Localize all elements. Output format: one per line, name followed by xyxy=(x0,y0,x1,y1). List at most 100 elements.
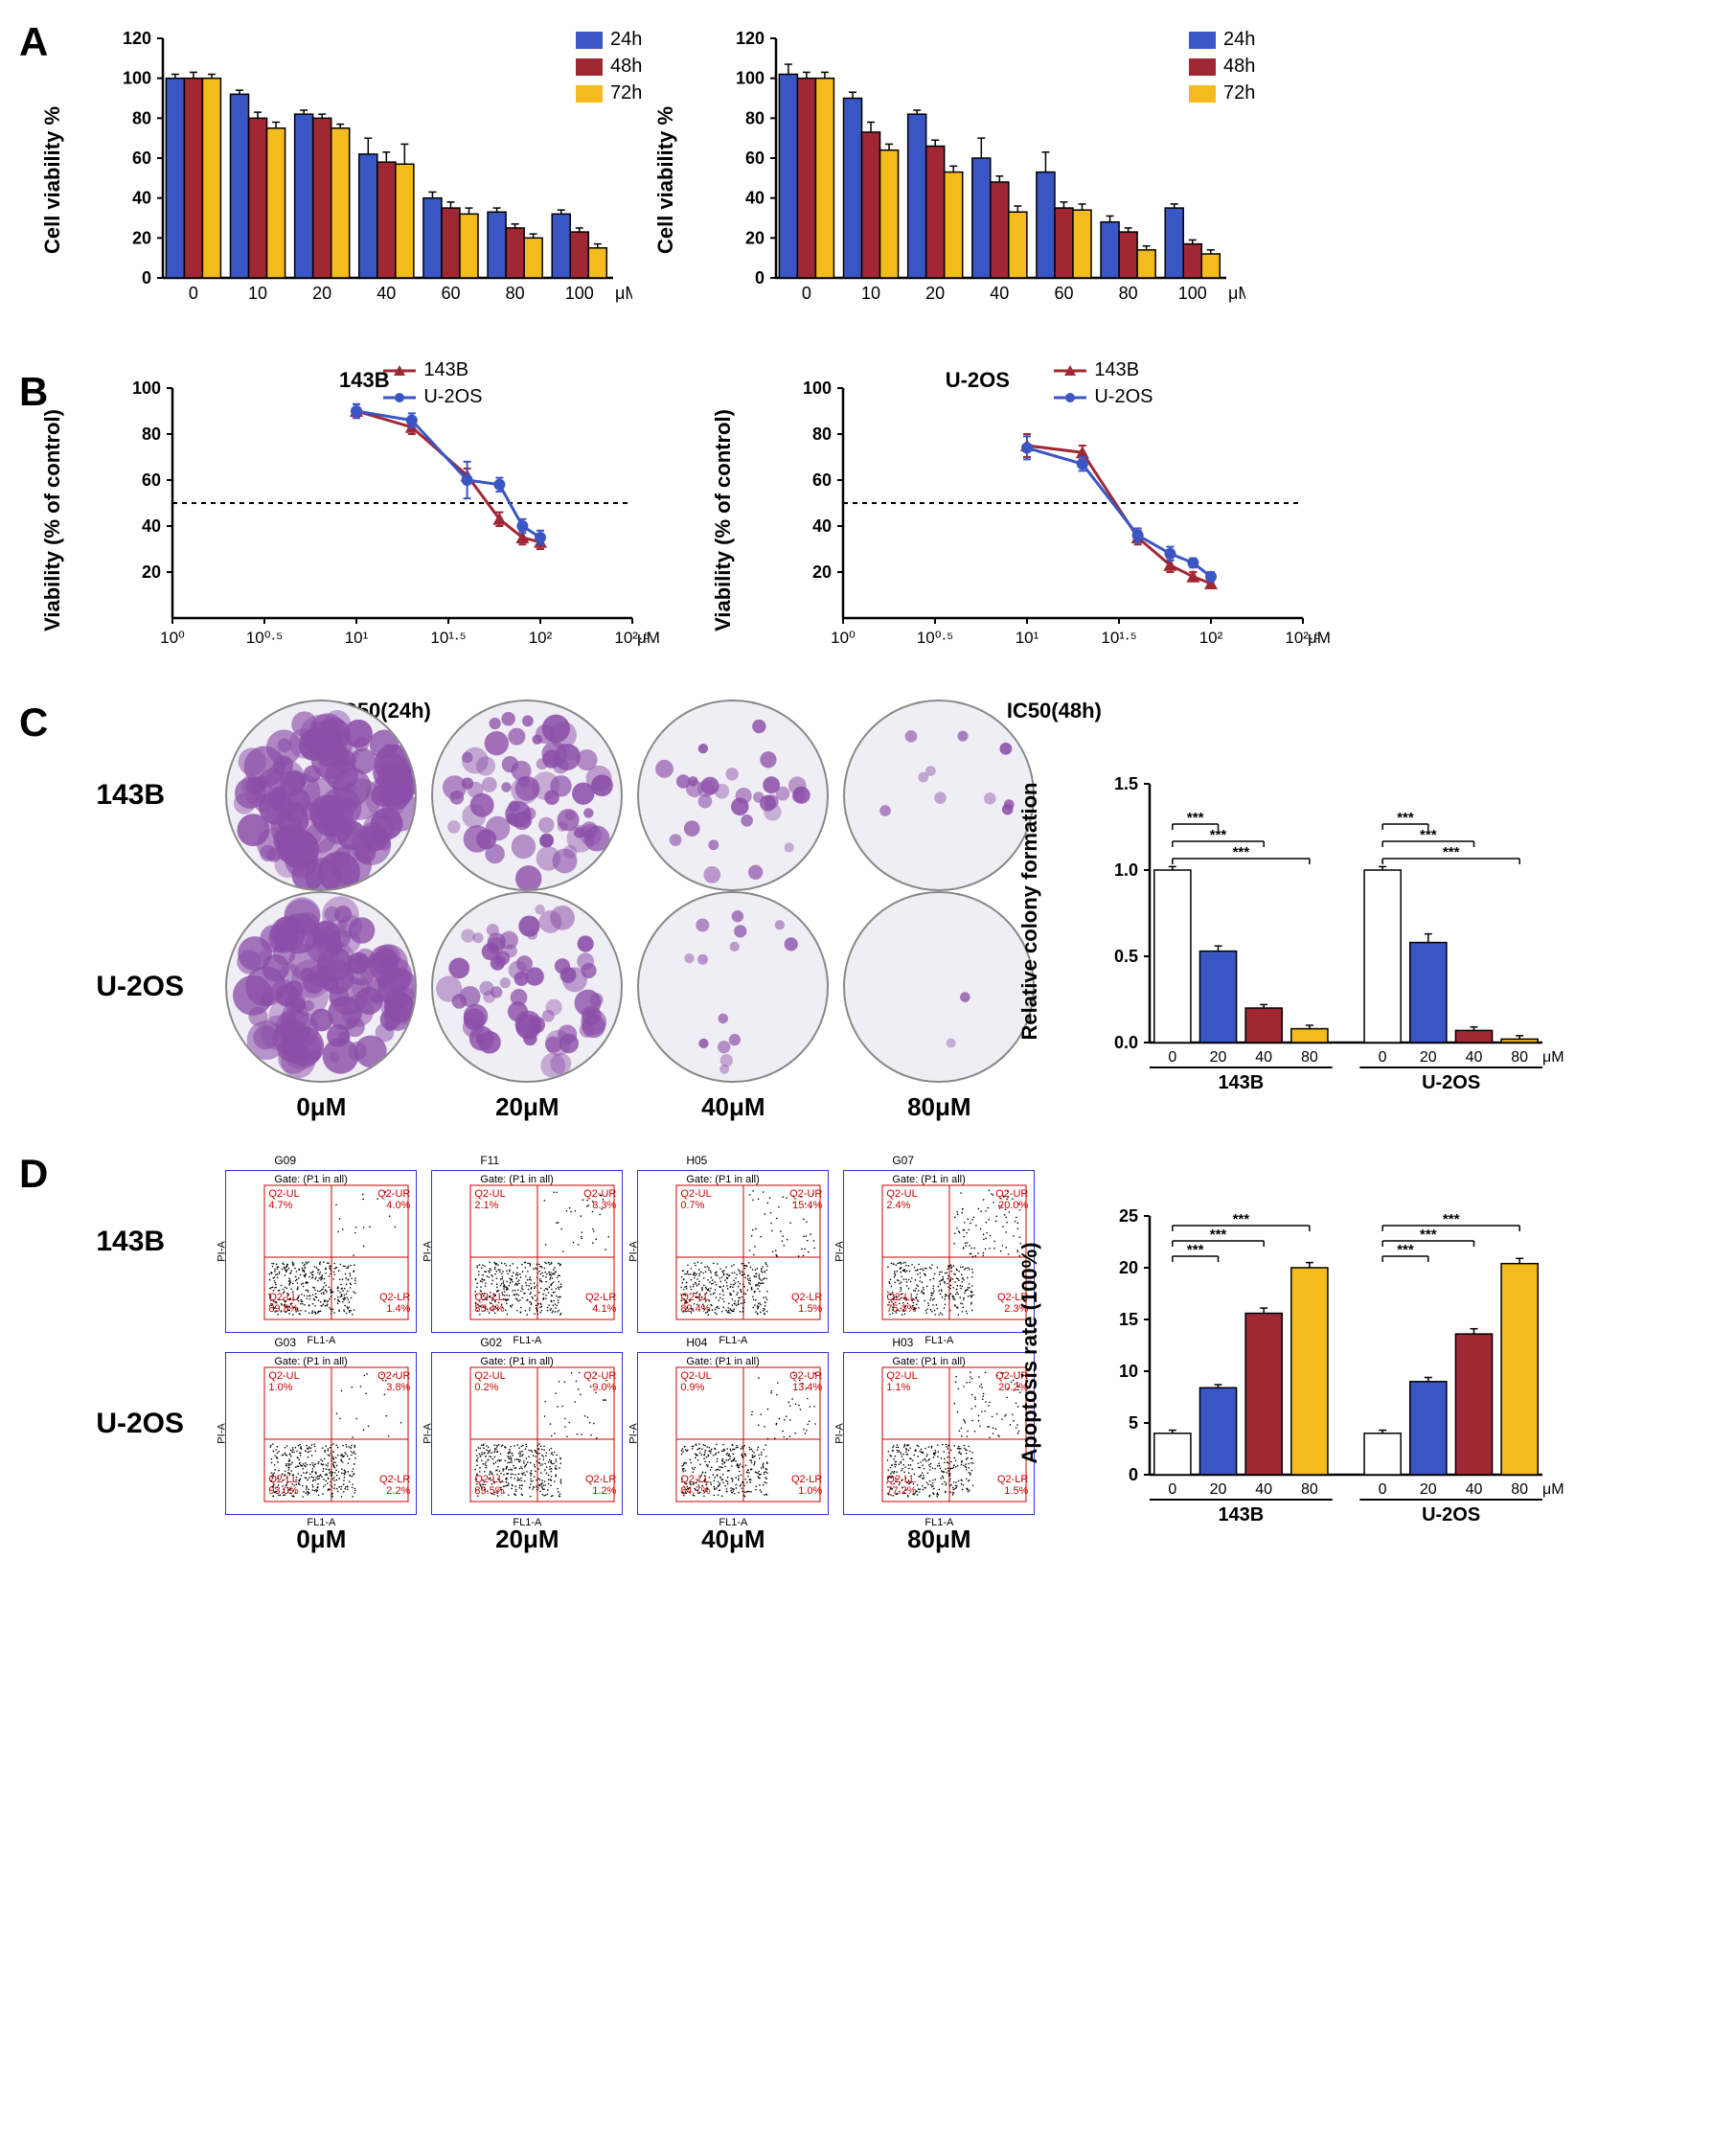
facs-id: G03 xyxy=(274,1336,296,1349)
svg-text:0: 0 xyxy=(142,268,151,287)
svg-text:80: 80 xyxy=(142,424,161,444)
svg-text:***: *** xyxy=(1398,1242,1415,1258)
conc-label: 0μM xyxy=(225,1092,417,1122)
svg-text:80: 80 xyxy=(812,424,832,444)
quad-ul: Q2-UL0.9% xyxy=(680,1370,711,1393)
plate-row: 143B xyxy=(96,700,1035,891)
svg-text:10⁰·⁵: 10⁰·⁵ xyxy=(246,629,283,647)
svg-text:10²: 10² xyxy=(529,629,553,647)
figure: A 02040608010012001020406080100μMCell vi… xyxy=(19,19,1693,1554)
svg-text:μM: μM xyxy=(1542,1481,1564,1498)
svg-text:80: 80 xyxy=(1119,284,1138,303)
svg-text:***: *** xyxy=(1233,844,1250,860)
facs-gate: Gate: (P1 in all) xyxy=(274,1174,347,1185)
quad-lr: Q2-LR2.2% xyxy=(379,1474,410,1497)
legend-item: U-2OS xyxy=(1054,386,1153,408)
dose-response-svg: 2040608010010⁰10⁰·⁵10¹10¹·⁵10²10²·⁵μM xyxy=(766,369,1341,666)
quad-lr: Q2-LR1.4% xyxy=(379,1292,410,1315)
svg-text:0: 0 xyxy=(802,284,811,303)
panel-d-barchart: 05101520250204080143B*********0204080U-2… xyxy=(1073,1158,1571,1547)
plate-row-label: 143B xyxy=(96,779,211,812)
svg-text:***: *** xyxy=(1210,1227,1227,1243)
svg-text:80: 80 xyxy=(132,108,151,127)
colony-plates: 143BU-2OS0μM20μM40μM80μM xyxy=(96,700,1035,1122)
svg-text:10²: 10² xyxy=(1199,629,1223,647)
svg-text:0: 0 xyxy=(189,284,198,303)
svg-text:0: 0 xyxy=(1379,1049,1387,1066)
svg-text:***: *** xyxy=(1210,827,1227,843)
facs-plot: H03 Gate: (P1 in all) Q2-UL1.1% Q2-UR20.… xyxy=(843,1352,1035,1515)
svg-text:60: 60 xyxy=(442,284,461,303)
svg-text:10⁰·⁵: 10⁰·⁵ xyxy=(917,629,953,647)
quad-ur: Q2-UR4.0% xyxy=(377,1188,410,1211)
facs-yaxis: PI-A xyxy=(628,1423,640,1443)
panel-b-charts: 2040608010010⁰10⁰·⁵10¹10¹·⁵10²10²·⁵μMVia… xyxy=(96,369,1341,671)
svg-text:80: 80 xyxy=(745,108,765,127)
svg-text:***: *** xyxy=(1187,1242,1204,1258)
svg-text:60: 60 xyxy=(142,470,161,490)
svg-text:20: 20 xyxy=(1420,1049,1437,1066)
facs-row: U-2OS G03 Gate: (P1 in all) Q2-UL1.0% Q2… xyxy=(96,1333,1035,1515)
panel-a-charts: 02040608010012001020406080100μMCell viab… xyxy=(96,19,1245,340)
facs-yaxis: PI-A xyxy=(422,1241,434,1261)
legend-item: 48h xyxy=(1189,56,1255,78)
svg-text:40: 40 xyxy=(745,189,765,208)
panel-b: B 2040608010010⁰10⁰·⁵10¹10¹·⁵10²10²·⁵μMV… xyxy=(19,369,1693,671)
colony-plate xyxy=(843,891,1035,1083)
panel-b-chart-1: 2040608010010⁰10⁰·⁵10¹10¹·⁵10²10²·⁵μMVia… xyxy=(766,369,1341,671)
quad-ur: Q2-UR20.0% xyxy=(995,1188,1028,1211)
facs-id: G07 xyxy=(892,1154,914,1167)
quad-ul: Q2-UL1.1% xyxy=(886,1370,917,1393)
facs-xaxis: FL1-A xyxy=(307,1517,335,1528)
svg-text:μM: μM xyxy=(637,629,660,647)
bar-chart-svg: 02040608010012001020406080100μM xyxy=(709,19,1245,335)
svg-text:40: 40 xyxy=(1256,1481,1273,1498)
panel-d: D 143B G09 Gate: (P1 in all) Q2-UL4.7% Q… xyxy=(19,1151,1693,1554)
colony-plate xyxy=(225,700,417,891)
svg-text:0: 0 xyxy=(755,268,765,287)
facs-id: H05 xyxy=(686,1154,707,1167)
y-axis-label: Viability (% of control) xyxy=(40,409,65,631)
svg-text:0: 0 xyxy=(1379,1481,1387,1498)
conc-label: 0μM xyxy=(225,1525,417,1554)
svg-text:5: 5 xyxy=(1129,1413,1138,1433)
svg-text:0.5: 0.5 xyxy=(1114,947,1138,966)
svg-text:10: 10 xyxy=(1119,1362,1138,1381)
svg-text:***: *** xyxy=(1233,1211,1250,1227)
panel-c-label: C xyxy=(19,700,48,745)
svg-text:40: 40 xyxy=(812,516,832,536)
svg-text:20: 20 xyxy=(1210,1049,1227,1066)
facs-yaxis: PI-A xyxy=(628,1241,640,1261)
quad-ll: Q2-LL75.3% xyxy=(886,1292,916,1315)
quad-ur: Q2-UR9.0% xyxy=(583,1370,616,1393)
legend-item: 143B xyxy=(1054,359,1153,381)
quad-ur: Q2-UR13.4% xyxy=(789,1370,822,1393)
panel-c: C 143BU-2OS0μM20μM40μM80μM 0.00.51.01.50… xyxy=(19,700,1693,1122)
legend-item: 24h xyxy=(576,29,642,51)
dose-response-svg: 2040608010010⁰10⁰·⁵10¹10¹·⁵10²10²·⁵μM xyxy=(96,369,671,666)
svg-text:10¹·⁵: 10¹·⁵ xyxy=(1102,629,1137,647)
svg-text:80: 80 xyxy=(1301,1481,1318,1498)
svg-text:100: 100 xyxy=(1178,284,1207,303)
facs-yaxis: PI-A xyxy=(217,1241,228,1261)
quad-ur: Q2-UR15.4% xyxy=(789,1188,822,1211)
svg-text:25: 25 xyxy=(1119,1206,1138,1226)
panel-b-chart-0: 2040608010010⁰10⁰·⁵10¹10¹·⁵10²10²·⁵μMVia… xyxy=(96,369,671,671)
plate-row-label: U-2OS xyxy=(96,971,211,1003)
panel-a: A 02040608010012001020406080100μMCell vi… xyxy=(19,19,1693,340)
panel-a-chart-1: 02040608010012001020406080100μMCell viab… xyxy=(709,19,1245,340)
facs-id: G09 xyxy=(274,1154,296,1167)
legend-item: 143B xyxy=(383,359,482,381)
facs-plot: F11 Gate: (P1 in all) Q2-UL2.1% Q2-UR8.3… xyxy=(431,1170,623,1333)
svg-text:μM: μM xyxy=(1228,284,1245,303)
svg-text:10: 10 xyxy=(248,284,267,303)
quad-ll: Q2-LL93.0% xyxy=(268,1474,298,1497)
svg-text:40: 40 xyxy=(132,189,151,208)
y-axis-label: Cell viability % xyxy=(40,105,65,253)
facs-conc-labels: 0μM20μM40μM80μM xyxy=(96,1515,1035,1554)
quad-ul: Q2-UL0.7% xyxy=(680,1188,711,1211)
panel-b-label: B xyxy=(19,369,48,415)
svg-text:***: *** xyxy=(1420,1227,1437,1243)
quad-ll: Q2-LL82.4% xyxy=(680,1292,710,1315)
svg-text:100: 100 xyxy=(123,69,151,88)
